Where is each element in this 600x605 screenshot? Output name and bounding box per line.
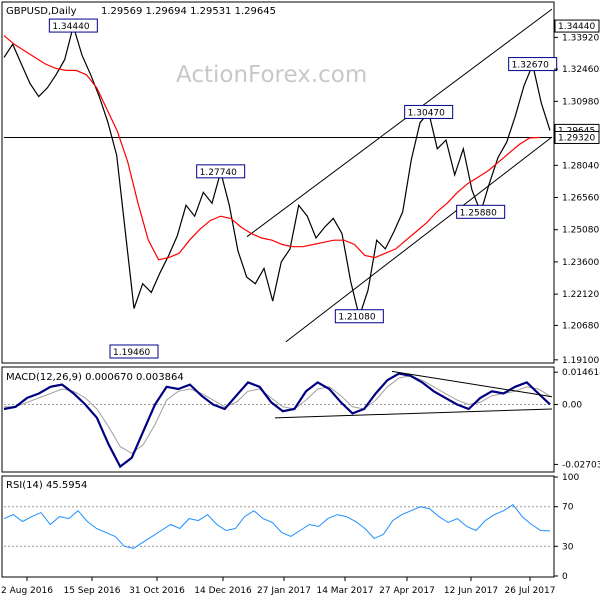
rsi-layer [3, 504, 552, 549]
price-tick-label: 1.23600 [562, 258, 599, 268]
price-tick-label: 1.28040 [562, 161, 599, 171]
x-tick-label: 15 Sep 2016 [63, 586, 120, 596]
x-tick-label: 27 Apr 2017 [379, 586, 435, 596]
price-tick-label: 1.25080 [562, 226, 599, 236]
price-label: 1.19460 [109, 344, 159, 359]
price-label: 1.25880 [456, 204, 506, 219]
current-price-text: 1.34440 [558, 22, 595, 32]
price-tick-label: 1.20680 [562, 321, 599, 331]
macd-title: MACD(12,26,9) 0.000670 0.003864 [6, 372, 184, 383]
price-label-text: 1.21080 [338, 313, 375, 323]
price-tick-label: 1.22120 [562, 290, 599, 300]
macd-trend-lower [274, 408, 553, 419]
price-label-box [196, 164, 246, 179]
rsi-tick-label: 70 [562, 503, 574, 513]
macd-line [3, 372, 551, 469]
macd-signal-line [4, 375, 551, 454]
price-tick-label: 1.30980 [562, 97, 599, 107]
macd-layer [3, 370, 553, 469]
price-label-text: 1.34440 [52, 22, 89, 32]
rsi-title: RSI(14) 45.5954 [6, 480, 87, 491]
price-tick-label: 1.19100 [562, 356, 599, 366]
macd-trend-upper [391, 370, 553, 398]
price-tick-label: 1.32460 [562, 65, 599, 75]
price-label-text: 1.32670 [512, 61, 549, 71]
current-price-box [554, 19, 600, 33]
macd-tick-label: 0.014614 [562, 368, 600, 378]
x-tick-label: 27 Jan 2017 [257, 586, 311, 596]
x-tick-label: 26 Jul 2017 [505, 586, 556, 596]
price-label-text: 1.27740 [200, 168, 237, 178]
macd-panel-frame [1, 366, 555, 473]
price-label-text: 1.25880 [460, 208, 497, 218]
x-tick-label: 31 Oct 2016 [129, 586, 185, 596]
price-label-box [456, 204, 506, 219]
price-label-text: 1.19460 [113, 348, 150, 358]
ohlc-readout: 1.29569 1.29694 1.29531 1.29645 [101, 6, 276, 17]
price-label-box [48, 18, 98, 33]
price-label-box [508, 57, 558, 72]
rsi-tick-label: 30 [562, 542, 574, 552]
macd-tick-label: 0.00 [562, 401, 582, 411]
price-label: 1.21080 [334, 309, 384, 324]
price-label-box [404, 104, 454, 119]
x-tick-label: 2 Aug 2016 [1, 586, 53, 596]
chart-title: GBPUSD,Daily [6, 6, 77, 17]
axis-layer: 1.19100 1.20680 1.22120 1.23600 1.25080 1.265… [1, 19, 600, 596]
current-price-badge: 1.34440 [554, 19, 600, 33]
price-tick-label: 1.33920 [562, 33, 599, 43]
price-label: 1.34440 [48, 18, 98, 33]
price-label-box [109, 344, 159, 359]
x-tick-label: 14 Mar 2017 [316, 586, 373, 596]
watermark: ActionForex.com [176, 62, 367, 88]
price-label-box [334, 309, 384, 324]
current-price-box [554, 130, 600, 144]
price-label-text: 1.30470 [408, 108, 445, 118]
rsi-panel-frame [1, 475, 555, 578]
price-label: 1.30470 [404, 104, 454, 119]
rsi-tick-label: 0 [562, 572, 568, 582]
channel-lower-line [285, 136, 553, 343]
rsi-line [3, 504, 551, 549]
price-panel-frame [1, 1, 555, 364]
x-tick-label: 14 Dec 2016 [194, 586, 252, 596]
current-price-text: 1.29320 [558, 133, 595, 143]
price-label: 1.32670 [508, 57, 558, 72]
price-tick-label: 1.26560 [562, 194, 599, 204]
x-tick-label: 12 Jun 2017 [444, 586, 498, 596]
channel-upper-line [246, 8, 553, 238]
current-price-badge: 1.29320 [554, 130, 600, 144]
price-label: 1.27740 [196, 164, 246, 179]
moving-average-line [3, 35, 541, 261]
price-layer: 1.34440 1.19460 1.27740 1.21080 1.30470 1.258… [3, 8, 558, 359]
rsi-tick-label: 100 [562, 473, 579, 483]
